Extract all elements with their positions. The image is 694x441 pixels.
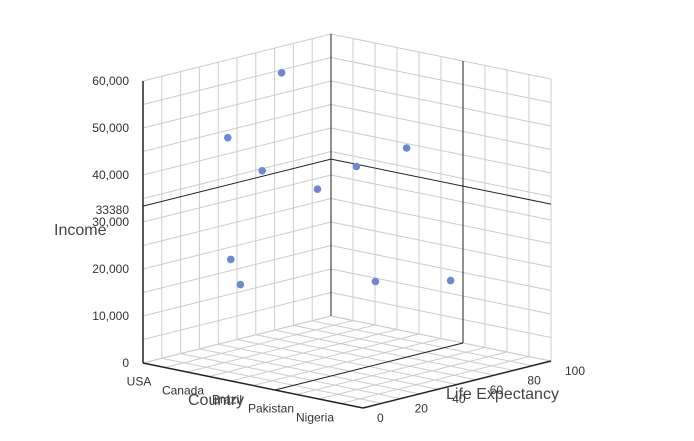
x-tick-label: Pakistan [248, 402, 294, 416]
y-tick-label: 50,000 [92, 121, 129, 135]
back-wall-grid-line [330, 151, 552, 197]
x-tick-label: Canada [162, 384, 204, 398]
y-tick-label: 10,000 [92, 309, 129, 323]
side-wall-grid-line [142, 80, 332, 129]
back-wall-grid-line [330, 80, 552, 127]
back-wall-grid-line [330, 33, 552, 80]
back-wall-grid-line [330, 268, 552, 315]
crosshair-layer [142, 61, 552, 391]
crosshair-line [142, 158, 332, 207]
side-wall-grid-line [142, 127, 332, 176]
side-wall-grid-line [142, 174, 332, 223]
data-point [277, 69, 286, 77]
side-wall-grid-line [142, 57, 332, 105]
side-wall-grid-line [142, 268, 332, 317]
y-tick-label: 60,000 [92, 74, 129, 88]
floor-grid-line [180, 353, 401, 400]
data-point [227, 255, 235, 264]
side-wall-grid-line [142, 245, 332, 293]
data-point [224, 133, 232, 142]
back-wall-grid-line [330, 221, 552, 268]
back-wall-grid-line [330, 57, 552, 103]
floor-grid-line [293, 324, 514, 371]
y-tick-label: 0 [122, 356, 129, 370]
y-axis-title: Income [54, 222, 107, 239]
data-point [258, 167, 267, 175]
x-axis-line [142, 362, 364, 409]
z-tick-label: 20 [415, 402, 429, 416]
crosshair-line [330, 158, 552, 205]
y-tick-label: 20,000 [92, 262, 129, 276]
z-axis-title: Life Expectancy [446, 386, 559, 403]
floor-grid-line [218, 343, 439, 390]
x-tick-label: Nigeria [296, 411, 334, 425]
floor-grid-line [199, 348, 420, 395]
z-tick-label: 60 [490, 383, 504, 397]
floor-grid-line [274, 329, 495, 376]
grid-layer [142, 33, 552, 409]
side-wall-grid-line [142, 198, 332, 246]
back-wall-grid-line [330, 292, 552, 338]
data-point [402, 144, 411, 152]
back-wall-grid-line [330, 198, 552, 244]
floor-grid-line [330, 315, 552, 362]
side-wall-grid-line [142, 33, 332, 82]
z-axis-line [362, 360, 552, 409]
back-wall-grid-line [330, 104, 552, 150]
side-wall-grid-line [142, 221, 332, 270]
crosshair-value-label: 33380 [96, 203, 130, 217]
back-wall-grid-line [330, 245, 552, 291]
point-layer [224, 69, 455, 289]
x-axis-title: Country [188, 392, 244, 409]
z-tick-label: 80 [527, 373, 541, 387]
x-tick-label: Brazil [212, 393, 242, 407]
z-tick-label: 0 [377, 411, 384, 425]
back-wall-grid-line [330, 127, 552, 174]
crosshair-line [274, 342, 464, 391]
floor-grid-line [312, 320, 533, 367]
data-point [236, 280, 245, 289]
floor-grid-line [255, 334, 476, 381]
data-point [446, 276, 455, 285]
y-tick-label: 40,000 [92, 168, 129, 182]
floor-grid-line [161, 357, 382, 404]
back-wall-grid-line [330, 174, 552, 221]
data-point [371, 277, 380, 286]
data-point [352, 162, 361, 171]
axis-layer [142, 34, 552, 409]
data-point [313, 185, 322, 193]
x-tick-label: USA [127, 375, 152, 389]
side-wall-grid-line [142, 151, 332, 199]
floor-grid-line [236, 339, 458, 385]
label-layer: 0 10,000 20,000 30,000 40,000 50,000 60,000 333… [92, 74, 585, 425]
side-wall-grid-line [142, 292, 332, 340]
z-tick-label: 100 [565, 364, 585, 378]
y-tick-label: 30,000 [92, 215, 129, 229]
z-tick-label: 40 [452, 392, 466, 406]
side-wall-grid-line [142, 104, 332, 152]
